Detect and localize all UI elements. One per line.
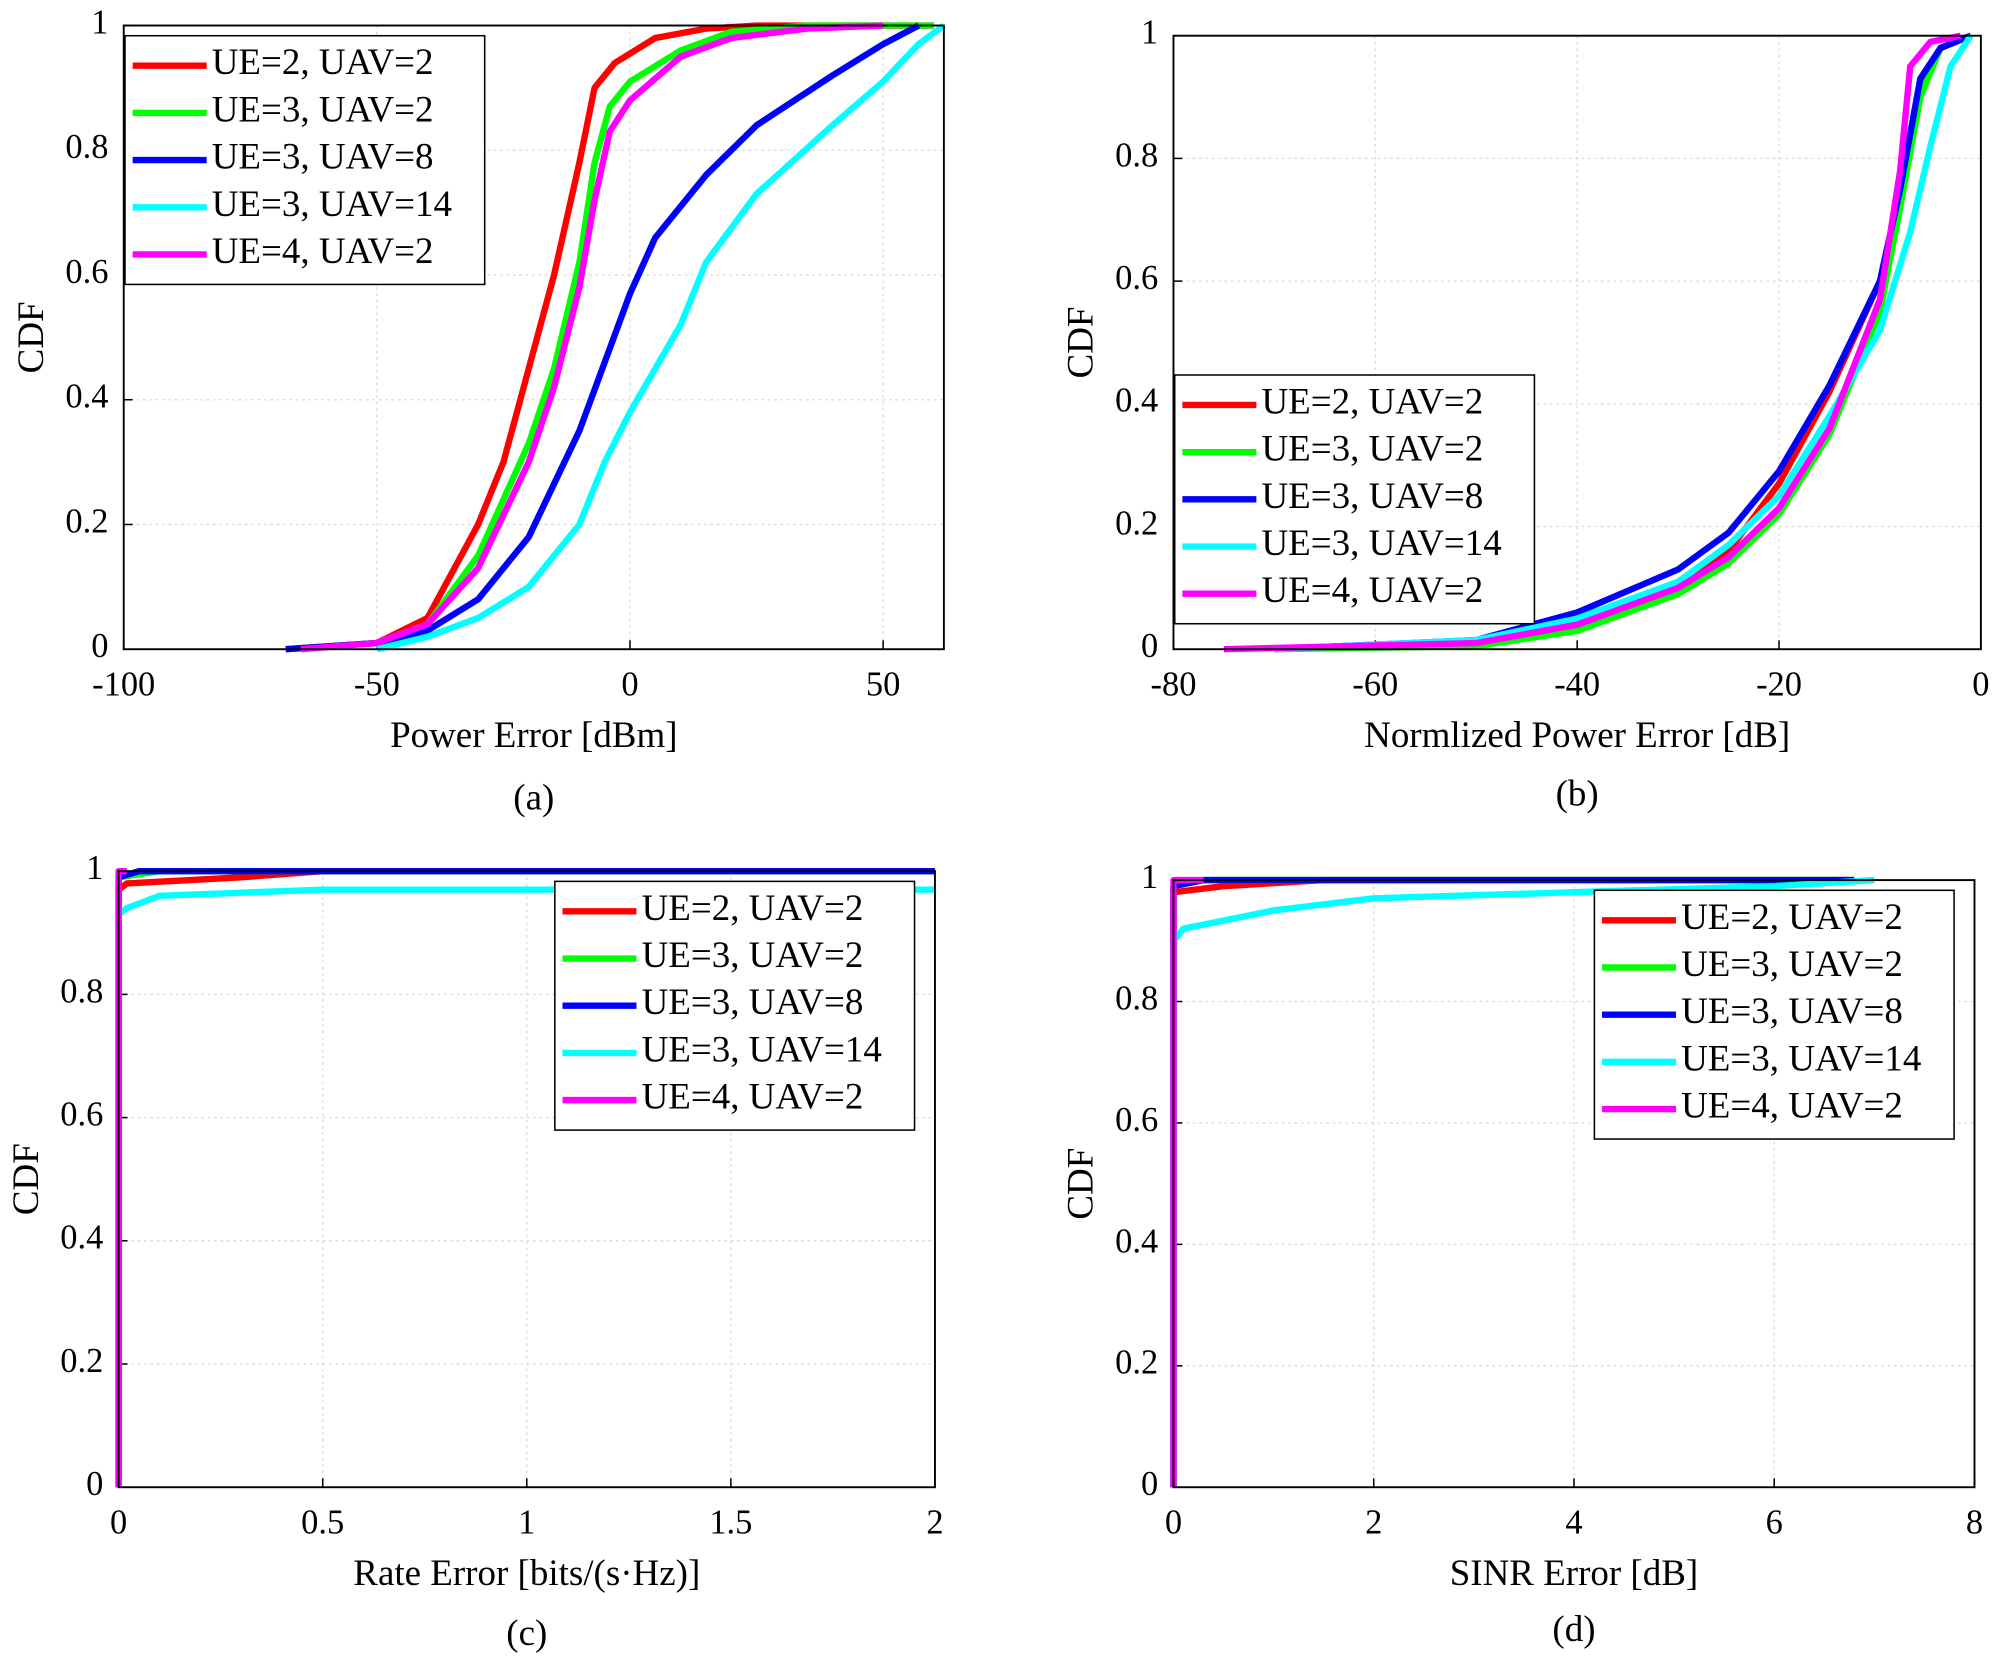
subplot: -80 -60 -40 -20 0 0 0.2 0.4 0.6 0.8 1 Normlized Pow… xyxy=(1060,14,1990,815)
cdf-line xyxy=(285,22,921,653)
x-tick-label: -40 xyxy=(1554,665,1600,703)
y-tick-label: 1 xyxy=(91,3,108,41)
y-tick-label: 0.8 xyxy=(1115,979,1158,1017)
y-tick-label: 0.4 xyxy=(65,378,108,416)
legend: UE=2, UAV=2 UE=3, UAV=2 UE=3, UAV=8 UE=3, U… xyxy=(1593,889,1955,1140)
cdf-line xyxy=(1274,32,1972,653)
legend-label: UE=4, UAV=2 xyxy=(1681,1085,1903,1126)
legend-label: UE=3, UAV=8 xyxy=(1261,475,1483,516)
y-tick-label: 0.2 xyxy=(1115,504,1158,542)
x-tick-label: 0.5 xyxy=(301,1503,344,1541)
y-tick-label: 0.4 xyxy=(1115,1222,1158,1260)
y-tick-label: 0.4 xyxy=(60,1219,103,1257)
y-tick-label: 1 xyxy=(86,849,103,887)
y-axis-label: CDF xyxy=(1060,1148,1101,1220)
legend-label: UE=3, UAV=14 xyxy=(1681,1037,1921,1078)
subplot: 0 0.5 1 1.5 2 0 0.2 0.4 0.6 0.8 1 Rate Error [bits/… xyxy=(5,849,944,1654)
legend-label: UE=4, UAV=2 xyxy=(212,230,434,271)
y-tick-label: 0 xyxy=(1141,1465,1158,1503)
y-tick-label: 0.6 xyxy=(1115,1101,1158,1139)
legend-label: UE=3, UAV=2 xyxy=(642,934,864,975)
x-tick-label: 2 xyxy=(926,1503,943,1541)
cdf-line xyxy=(376,22,946,653)
y-tick-label: 0.2 xyxy=(1115,1344,1158,1382)
x-tick-label: 1 xyxy=(518,1503,535,1541)
x-tick-label: 6 xyxy=(1766,1503,1783,1541)
y-tick-label: 0 xyxy=(86,1465,103,1503)
x-tick-label: 8 xyxy=(1966,1503,1983,1541)
x-tick-label: 50 xyxy=(866,665,900,703)
legend-label: UE=3, UAV=8 xyxy=(1681,990,1903,1031)
x-tick-label: 0 xyxy=(1165,1503,1182,1541)
axes-box xyxy=(1172,879,1976,1489)
cdf-line xyxy=(1274,33,1974,653)
legend-label: UE=3, UAV=8 xyxy=(642,981,864,1022)
axes-box xyxy=(117,870,936,1489)
y-tick-label: 0.6 xyxy=(65,253,108,291)
x-tick-label: 4 xyxy=(1565,1503,1582,1541)
legend-label: UE=4, UAV=2 xyxy=(642,1076,864,1117)
legend: UE=2, UAV=2 UE=3, UAV=2 UE=3, UAV=8 UE=3, U… xyxy=(124,34,486,286)
legend-label: UE=3, UAV=2 xyxy=(212,88,434,129)
y-tick-label: 0 xyxy=(1141,627,1158,665)
legend-label: UE=3, UAV=14 xyxy=(642,1028,882,1069)
y-tick-label: 0.4 xyxy=(1115,382,1158,420)
caption: (c) xyxy=(506,1612,547,1654)
x-tick-label: -20 xyxy=(1756,665,1802,703)
y-tick-label: 1 xyxy=(1141,858,1158,896)
subplot: -100 -50 0 50 0 0.2 0.4 0.6 0.8 1 Power Error [dBm… xyxy=(10,3,946,819)
legend-label: UE=3, UAV=2 xyxy=(1681,943,1903,984)
legend: UE=2, UAV=2 UE=3, UAV=2 UE=3, UAV=8 UE=3, U… xyxy=(1173,374,1536,625)
y-tick-label: 0 xyxy=(91,627,108,665)
y-axis-label: CDF xyxy=(5,1143,46,1215)
cdf-line xyxy=(300,22,884,653)
legend-label: UE=3, UAV=14 xyxy=(212,183,452,224)
x-tick-label: -50 xyxy=(354,665,400,703)
x-axis-label: Normlized Power Error [dB] xyxy=(1364,714,1790,755)
x-axis-label: Rate Error [bits/(s·Hz)] xyxy=(353,1552,700,1594)
y-tick-label: 1 xyxy=(1141,14,1158,52)
legend-label: UE=2, UAV=2 xyxy=(642,887,864,928)
y-tick-label: 0.8 xyxy=(1115,136,1158,174)
legend-label: UE=3, UAV=2 xyxy=(1261,428,1483,469)
legend-label: UE=3, UAV=14 xyxy=(1261,522,1501,563)
x-tick-label: -60 xyxy=(1352,665,1398,703)
legend-label: UE=2, UAV=2 xyxy=(212,41,434,82)
x-tick-label: 0 xyxy=(110,1503,127,1541)
x-tick-label: 0 xyxy=(1972,665,1989,703)
y-tick-label: 0.6 xyxy=(60,1096,103,1134)
y-tick-label: 0.6 xyxy=(1115,259,1158,297)
x-tick-label: 1.5 xyxy=(709,1503,752,1541)
axes-box xyxy=(122,24,945,651)
x-tick-label: 0 xyxy=(621,665,638,703)
x-tick-label: 2 xyxy=(1365,1503,1382,1541)
x-tick-label: -80 xyxy=(1151,665,1197,703)
subplot: 0 2 4 6 8 0 0.2 0.4 0.6 0.8 1 SINR Error [dB] CDF (d)… xyxy=(1060,858,1983,1650)
caption: (a) xyxy=(513,777,554,819)
y-axis-label: CDF xyxy=(1060,307,1101,379)
axes-box xyxy=(1172,34,1982,651)
legend-label: UE=2, UAV=2 xyxy=(1681,896,1903,937)
legend-label: UE=2, UAV=2 xyxy=(1261,380,1483,421)
y-axis-label: CDF xyxy=(10,301,51,373)
legend: UE=2, UAV=2 UE=3, UAV=2 UE=3, UAV=8 UE=3, U… xyxy=(554,880,916,1131)
cdf-line xyxy=(1274,32,1972,653)
legend-label: UE=3, UAV=8 xyxy=(212,136,434,177)
y-tick-label: 0.8 xyxy=(65,128,108,166)
y-tick-label: 0.2 xyxy=(65,502,108,540)
legend-label: UE=4, UAV=2 xyxy=(1261,569,1483,610)
x-axis-label: Power Error [dBm] xyxy=(390,714,677,755)
caption: (b) xyxy=(1556,773,1599,815)
y-tick-label: 0.8 xyxy=(60,972,103,1010)
x-tick-label: -100 xyxy=(92,665,155,703)
y-tick-label: 0.2 xyxy=(60,1342,103,1380)
x-axis-label: SINR Error [dB] xyxy=(1450,1552,1698,1593)
caption: (d) xyxy=(1552,1608,1595,1650)
cdf-line xyxy=(1223,32,1962,653)
cdf-line xyxy=(285,22,934,653)
